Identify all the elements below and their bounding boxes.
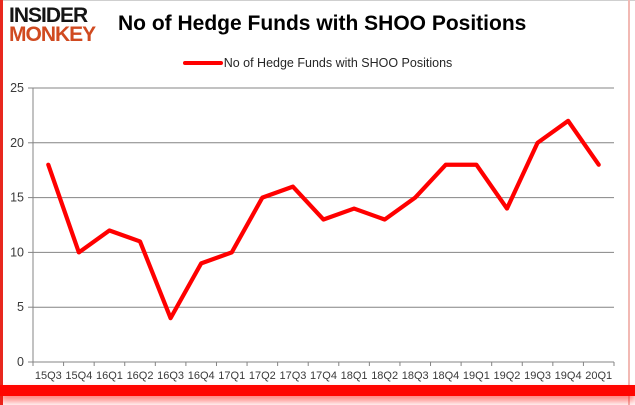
series-line bbox=[46, 118, 601, 321]
x-tick-label: 19Q4 bbox=[555, 370, 582, 382]
x-tick-label: 19Q1 bbox=[463, 370, 490, 382]
top-border-line bbox=[0, 0, 635, 1]
x-tick-label: 16Q1 bbox=[96, 370, 123, 382]
bottom-accent-bar bbox=[0, 385, 635, 396]
y-tick-label: 5 bbox=[17, 300, 24, 314]
left-accent-bar bbox=[0, 0, 3, 405]
x-tick-label: 16Q2 bbox=[127, 370, 154, 382]
insider-monkey-logo: INSIDER MONKEY bbox=[9, 4, 96, 47]
y-tick-label: 20 bbox=[10, 136, 24, 150]
legend: No of Hedge Funds with SHOO Positions bbox=[0, 56, 635, 70]
x-tick-label: 15Q3 bbox=[35, 370, 62, 382]
x-tick-label: 18Q4 bbox=[432, 370, 459, 382]
x-tick-label: 17Q1 bbox=[218, 370, 245, 382]
chart-title: No of Hedge Funds with SHOO Positions bbox=[118, 12, 527, 35]
logo-line-monkey: MONKEY bbox=[9, 23, 96, 47]
legend-label: No of Hedge Funds with SHOO Positions bbox=[223, 56, 453, 70]
right-border-line bbox=[628, 0, 630, 405]
logo-line-insider: INSIDER bbox=[9, 4, 88, 27]
x-tick-label: 18Q2 bbox=[371, 370, 398, 382]
x-tick-label: 18Q3 bbox=[402, 370, 429, 382]
x-tick-label: 20Q1 bbox=[585, 370, 612, 382]
legend-line-swatch bbox=[182, 61, 223, 65]
x-tick-label: 17Q2 bbox=[249, 370, 276, 382]
x-tick-label: 15Q4 bbox=[65, 370, 92, 382]
x-tick-label: 16Q3 bbox=[157, 370, 184, 382]
y-tick-label: 25 bbox=[10, 81, 24, 95]
x-tick-label: 16Q4 bbox=[188, 370, 215, 382]
x-tick-label: 19Q3 bbox=[524, 370, 551, 382]
y-tick-label: 15 bbox=[10, 191, 24, 205]
y-tick-label: 0 bbox=[17, 355, 24, 369]
x-tick-label: 17Q3 bbox=[279, 370, 306, 382]
x-tick-label: 19Q2 bbox=[494, 370, 521, 382]
x-tick-label: 17Q4 bbox=[310, 370, 337, 382]
y-tick-label: 10 bbox=[10, 245, 24, 259]
x-tick-label: 18Q1 bbox=[341, 370, 368, 382]
